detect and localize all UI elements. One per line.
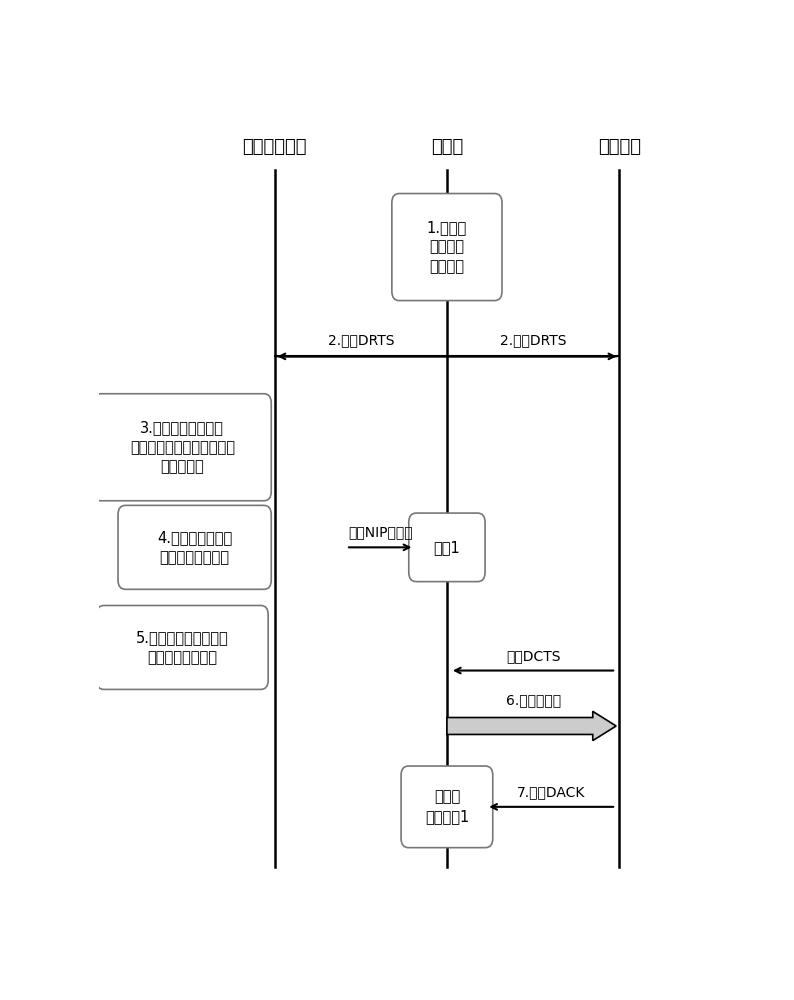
Text: 7.发送DACK: 7.发送DACK [517, 785, 585, 799]
Text: 发送NIP信息包: 发送NIP信息包 [348, 526, 412, 540]
FancyBboxPatch shape [409, 513, 485, 582]
Text: 5.新的传输请求对当前
通信没有造成干扰: 5.新的传输请求对当前 通信没有造成干扰 [136, 630, 229, 665]
Text: 发送成
功，返回1: 发送成 功，返回1 [425, 789, 469, 824]
Text: 发送DCTS: 发送DCTS [506, 649, 561, 663]
Text: 源节点: 源节点 [431, 138, 463, 156]
Text: 4.新的传输请求对
当前通信造成干扰: 4.新的传输请求对 当前通信造成干扰 [157, 530, 233, 565]
Text: 6.发送数据包: 6.发送数据包 [506, 693, 561, 707]
Text: 空闲邻居节点: 空闲邻居节点 [242, 138, 306, 156]
FancyBboxPatch shape [97, 605, 268, 689]
Text: 3.根据信息列表判断
新的传输请求是否对当前通
信造成干扰: 3.根据信息列表判断 新的传输请求是否对当前通 信造成干扰 [130, 420, 235, 475]
Text: 目的节点: 目的节点 [598, 138, 641, 156]
Text: 2.发送DRTS: 2.发送DRTS [499, 333, 566, 347]
FancyBboxPatch shape [94, 394, 272, 501]
FancyBboxPatch shape [118, 505, 272, 589]
FancyArrow shape [447, 711, 616, 741]
Text: 1.监听信
道，直到
信道空闲: 1.监听信 道，直到 信道空闲 [427, 220, 467, 274]
FancyBboxPatch shape [392, 194, 502, 301]
FancyBboxPatch shape [401, 766, 493, 848]
Text: 返回1: 返回1 [434, 540, 461, 555]
Text: 2.发送DRTS: 2.发送DRTS [327, 333, 394, 347]
